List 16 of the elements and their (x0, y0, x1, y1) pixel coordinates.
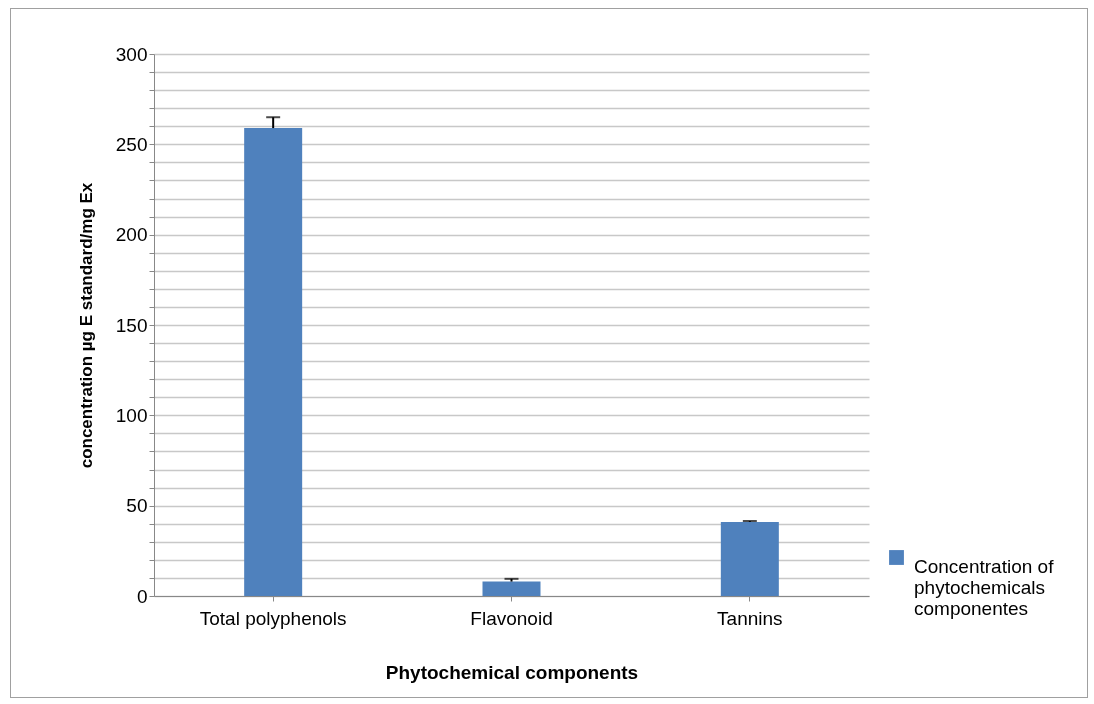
x-tick-label: Tannins (717, 607, 783, 629)
x-tick-label: Total polyphenols (199, 607, 347, 629)
x-axis-title: Phytochemical components (385, 661, 639, 683)
bar (482, 581, 541, 596)
legend-label: Concentration of phytochemicals componentes (914, 555, 1055, 619)
y-tick-label: 300 (115, 43, 148, 65)
x-tick-label: Flavonoid (470, 607, 553, 629)
bar (720, 521, 779, 596)
y-tick-label: 50 (126, 495, 148, 517)
y-tick-label: 0 (136, 585, 148, 607)
y-tick-label: 200 (115, 224, 148, 246)
y-tick-label: 250 (115, 133, 148, 155)
y-tick-label: 100 (115, 404, 148, 426)
bar (244, 128, 303, 596)
y-axis-title: concentration µg E standard/mg Ex (76, 182, 96, 469)
y-tick-label: 150 (115, 314, 148, 336)
